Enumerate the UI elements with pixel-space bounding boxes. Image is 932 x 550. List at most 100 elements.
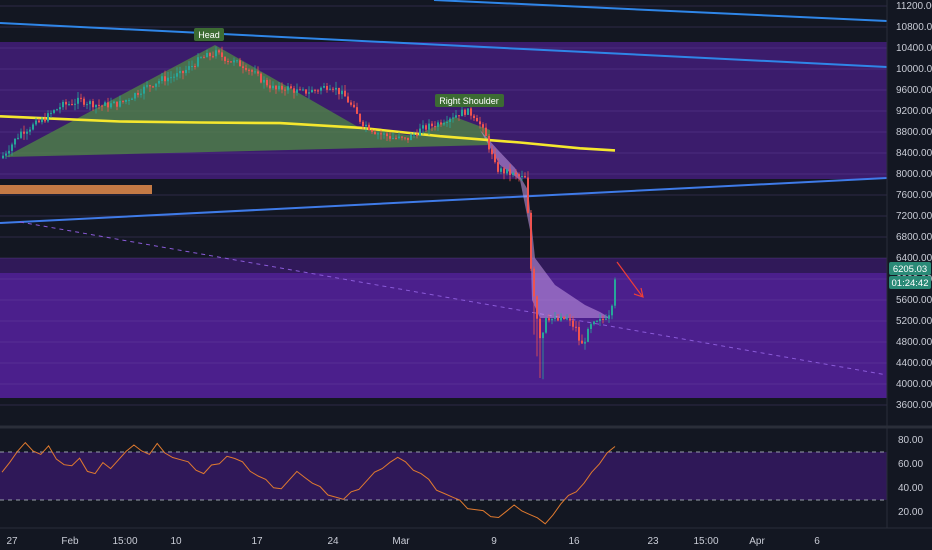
candle-body [11,144,13,151]
price-tick-label: 9600.00 [896,85,932,96]
candle-body [596,320,598,322]
candle-body [443,122,445,125]
time-tick-label: 10 [170,536,182,547]
candle-body [545,318,547,333]
candle-body [74,103,76,105]
candle-body [350,102,352,105]
rsi-tick-label: 80.00 [898,435,923,446]
rsi-scale[interactable]: 80.00 60.00 40.00 20.00 [898,435,923,518]
candle-body [464,109,466,115]
candle-body [149,85,151,87]
price-tick-label: 4800.00 [896,337,932,348]
candle-body [296,89,298,93]
candle-body [437,122,439,127]
last-price-badge: 6205.03 [889,262,931,275]
price-tick-label: 8000.00 [896,169,932,180]
candle-body [539,318,541,339]
time-tick-label: 9 [491,536,497,547]
right-shoulder-label-text: Right Shoulder [439,96,499,106]
candle-body [503,168,505,174]
candle-body [161,76,163,81]
candle-body [35,120,37,125]
candle-body [518,174,520,177]
candle-body [377,133,379,135]
candle-body [407,137,409,141]
candle-body [236,60,238,62]
candle-body [302,89,304,91]
marker-bar [0,185,152,194]
lower-trendline [0,177,888,224]
support-zone [0,273,887,398]
candle-body [524,176,526,178]
candle-body [257,71,259,74]
rsi-tick-label: 20.00 [898,507,923,518]
candle-body [185,69,187,74]
candle-body [476,117,478,122]
candle-body [605,318,607,320]
moving-average-line [0,115,616,152]
candle-body [602,318,604,320]
candle-body [311,89,313,93]
candle-body [38,120,40,123]
candle-body [245,68,247,70]
candle-body [335,87,337,90]
candle-body [32,124,34,130]
candle-body [455,115,457,118]
candle-body [14,138,16,145]
candle-body [137,93,139,95]
price-tick-label: 3600.00 [896,400,932,411]
candle-body [386,133,388,137]
price-tick-label: 10800.00 [896,22,932,33]
candle-body [233,60,235,63]
candle-body [338,87,340,95]
time-tick-label: 15:00 [112,536,137,547]
candle-body [200,57,202,59]
time-tick-label: 24 [327,536,339,547]
candle-body [479,121,481,125]
candle-body [419,128,421,136]
time-tick-label: Apr [749,536,765,547]
candle-body [536,296,538,319]
candle-body [497,162,499,172]
candle-body [131,98,133,100]
candle-body [467,108,469,115]
candle-body [221,52,223,58]
time-tick-label: 27 [6,536,18,547]
candle-body [515,172,517,175]
candle-body [329,88,331,90]
countdown-text: 01:24:42 [892,278,929,289]
rsi-line [1,441,616,525]
candle-body [152,86,154,88]
candle-body [320,87,322,91]
candle-body [410,134,412,141]
candle-body [164,76,166,82]
candle-body [374,131,376,135]
candle-body [290,86,292,89]
price-candles [2,46,616,380]
countdown-badge: 01:24:42 [889,276,931,289]
candle-body [431,123,433,127]
candle-body [266,79,268,86]
candle-body [353,104,355,108]
candle-body [176,73,178,77]
candle-body [533,268,535,297]
time-tick-label: 17 [251,536,263,547]
candle-body [155,83,157,87]
candle-body [506,169,508,174]
candle-body [107,102,109,108]
candle-body [413,134,415,136]
candle-body [551,318,553,321]
candle-body [326,86,328,90]
time-scale[interactable]: 27 Feb 15:00 10 17 24 Mar 9 16 23 15:00 Apr 6 [6,536,820,547]
candle-body [527,177,529,213]
candle-body [104,102,106,106]
candle-body [95,104,97,108]
dashed-trendline [19,221,888,376]
candle-body [428,123,430,130]
candle-body [509,169,511,176]
price-tick-label: 8800.00 [896,127,932,138]
candle-body [398,136,400,139]
price-tick-label: 11200.00 [896,1,932,12]
candle-body [251,70,253,72]
